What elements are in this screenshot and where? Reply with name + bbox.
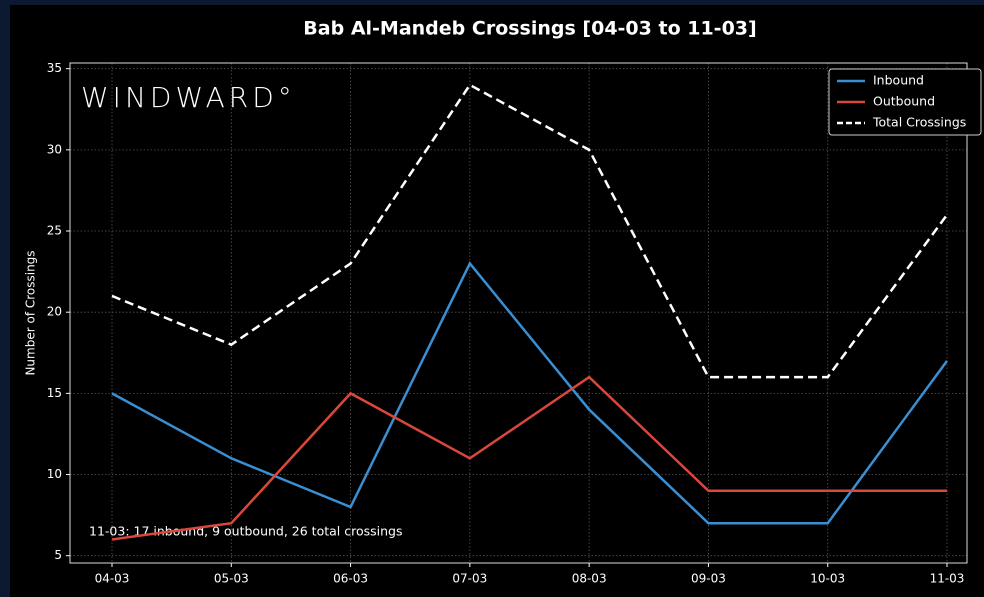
y-axis-label: Number of Crossings <box>24 250 38 375</box>
legend-frame <box>828 68 982 136</box>
watermark: WINDWARD° <box>81 81 296 114</box>
legend-label: Total Crossings <box>872 115 966 130</box>
x-tick-label: 11-03 <box>930 572 965 586</box>
series-line <box>111 375 947 541</box>
figure-background <box>10 5 984 597</box>
x-tick-label: 05-03 <box>214 572 249 586</box>
y-tick-label: 20 <box>47 305 62 319</box>
annotation: 11-03: 17 inbound, 9 outbound, 26 total … <box>89 524 402 539</box>
y-tick-label: 30 <box>47 142 62 156</box>
series-line <box>111 261 949 525</box>
chart-title: Bab Al-Mandeb Crossings [04-03 to 11-03] <box>303 18 756 40</box>
x-tick-label: 10-03 <box>810 572 845 586</box>
y-tick-label: 5 <box>54 548 62 562</box>
legend-label: Inbound <box>873 73 924 88</box>
x-tick-label: 04-03 <box>95 572 130 586</box>
y-tick-label: 10 <box>47 467 62 481</box>
legend-label: Outbound <box>873 94 935 109</box>
x-tick-label: 08-03 <box>572 572 607 586</box>
x-tick-label: 06-03 <box>333 572 368 586</box>
y-tick-label: 15 <box>47 386 62 400</box>
plot-frame <box>69 62 968 564</box>
x-tick-label: 09-03 <box>691 572 726 586</box>
x-tick-label: 07-03 <box>452 572 487 586</box>
y-tick-label: 25 <box>47 224 62 238</box>
y-tick-label: 35 <box>47 61 62 75</box>
